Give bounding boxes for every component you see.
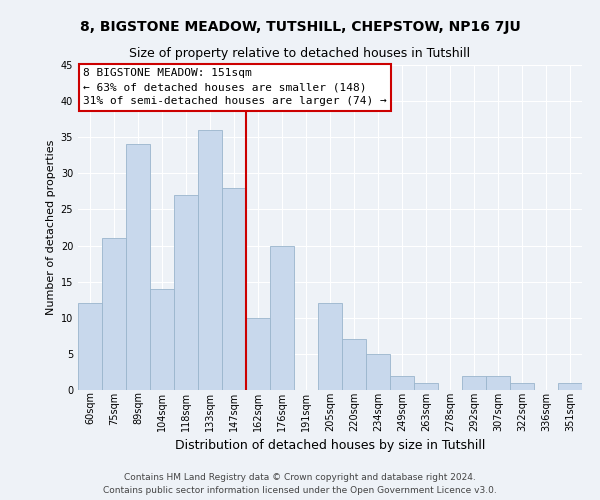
Text: Size of property relative to detached houses in Tutshill: Size of property relative to detached ho…	[130, 48, 470, 60]
Bar	[318, 304, 342, 390]
Bar	[342, 340, 366, 390]
Text: Contains HM Land Registry data © Crown copyright and database right 2024.
Contai: Contains HM Land Registry data © Crown c…	[103, 473, 497, 495]
Bar	[222, 188, 246, 390]
Bar	[198, 130, 222, 390]
Bar	[486, 376, 510, 390]
Bar	[102, 238, 126, 390]
Bar	[558, 383, 582, 390]
Bar	[390, 376, 414, 390]
Bar	[366, 354, 390, 390]
Text: 8 BIGSTONE MEADOW: 151sqm
← 63% of detached houses are smaller (148)
31% of semi: 8 BIGSTONE MEADOW: 151sqm ← 63% of detac…	[83, 68, 387, 106]
Y-axis label: Number of detached properties: Number of detached properties	[46, 140, 56, 315]
Bar	[462, 376, 486, 390]
Bar	[150, 289, 174, 390]
Bar	[510, 383, 534, 390]
Bar	[78, 304, 102, 390]
Bar	[246, 318, 270, 390]
Text: 8, BIGSTONE MEADOW, TUTSHILL, CHEPSTOW, NP16 7JU: 8, BIGSTONE MEADOW, TUTSHILL, CHEPSTOW, …	[80, 20, 520, 34]
X-axis label: Distribution of detached houses by size in Tutshill: Distribution of detached houses by size …	[175, 439, 485, 452]
Bar	[126, 144, 150, 390]
Bar	[414, 383, 438, 390]
Bar	[270, 246, 294, 390]
Bar	[174, 195, 198, 390]
